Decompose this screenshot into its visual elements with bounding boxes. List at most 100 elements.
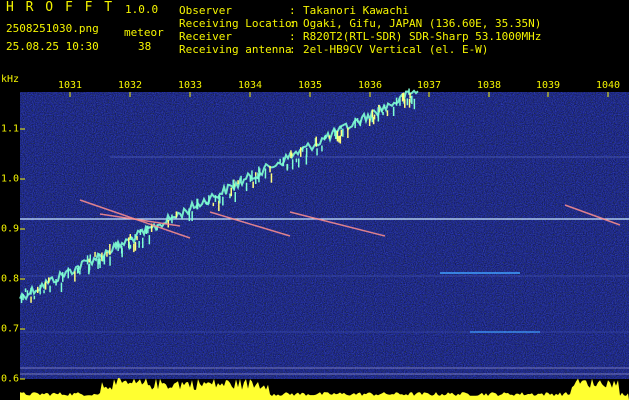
signal-traces — [19, 88, 621, 304]
signal-speck — [89, 254, 91, 262]
signal-speck — [282, 157, 285, 167]
signal-speck — [148, 235, 151, 245]
y-tick-label: 0.8 — [1, 273, 20, 285]
signal-speck — [386, 110, 389, 117]
signal-speck — [99, 258, 101, 269]
signal-speck — [188, 211, 191, 222]
signal-speck — [230, 187, 232, 197]
signal-speck — [316, 148, 318, 156]
x-tick-label: 1034 — [237, 80, 263, 91]
y-tick-label: 0.9 — [1, 223, 20, 235]
signal-speck — [409, 93, 411, 99]
signal-speck — [305, 155, 308, 165]
signal-speck — [368, 118, 371, 127]
signal-speck — [44, 281, 47, 290]
signal-speck — [342, 128, 344, 137]
signal-speck — [286, 163, 289, 169]
signal-speck — [102, 255, 104, 262]
signal-speck — [219, 196, 221, 204]
signal-speck — [404, 99, 406, 108]
signal-speck — [222, 196, 224, 206]
signal-speck — [129, 244, 132, 249]
signal-speck — [403, 97, 405, 104]
x-tick-label: 1036 — [357, 80, 383, 91]
signal-speck — [33, 295, 36, 300]
signal-speck — [121, 245, 123, 254]
info-key: Receiver — [179, 30, 232, 43]
info-key: Receiving Location — [179, 17, 299, 30]
x-tick-label: 1033 — [177, 80, 203, 91]
signal-speck — [229, 193, 231, 199]
signal-speck — [359, 120, 362, 126]
signal-speck — [60, 282, 63, 293]
signal-speck — [117, 244, 119, 252]
signal-speck — [171, 214, 173, 224]
signal-speck — [323, 136, 326, 141]
signal-speck — [109, 244, 111, 255]
app-version: 1.0.0 — [125, 3, 159, 16]
signal-speck — [371, 116, 374, 123]
amplitude-strip — [20, 378, 629, 400]
signal-speck — [234, 192, 236, 203]
signal-speck — [94, 251, 96, 257]
signal-speck — [133, 243, 135, 253]
signal-speck — [336, 131, 339, 142]
signal-speck — [30, 287, 32, 295]
capture-datetime: 25.08.25 10:30 — [6, 40, 99, 53]
signal-speck — [232, 179, 234, 190]
x-tick-label: 1040 — [595, 80, 621, 91]
signal-speck — [401, 93, 404, 102]
meteor-count: 38 — [138, 40, 152, 53]
signal-speck — [413, 98, 416, 110]
signal-speck — [258, 174, 260, 183]
signal-speck — [305, 148, 308, 157]
signal-speck — [88, 258, 90, 263]
signal-speck — [214, 195, 217, 202]
signal-speck — [291, 152, 293, 157]
signal-speck — [382, 112, 384, 116]
signal-speck — [245, 182, 248, 192]
signal-speck — [356, 118, 359, 123]
meteor-echo — [209, 211, 291, 237]
signal-speck — [175, 211, 178, 218]
signal-speck — [406, 98, 409, 106]
signal-speck — [252, 181, 254, 188]
signal-speck — [249, 175, 252, 182]
signal-speck — [115, 241, 117, 246]
signal-speck — [408, 88, 410, 95]
x-tick-label: 1032 — [117, 80, 143, 91]
signal-speck — [101, 252, 103, 262]
signal-speck — [103, 254, 106, 265]
signal-speck — [255, 175, 257, 184]
signal-speck — [212, 202, 215, 207]
x-tick-label: 1035 — [297, 80, 323, 91]
signal-speck — [377, 107, 379, 118]
signal-speck — [147, 225, 149, 234]
meteor-label: meteor — [124, 26, 164, 39]
signal-speck — [410, 95, 412, 103]
file-name: 2508251030.png — [6, 22, 99, 35]
app-title: H R O F F T — [6, 0, 115, 15]
signal-speck — [328, 135, 331, 139]
signal-speck — [77, 266, 80, 273]
signal-speck — [26, 290, 29, 296]
signal-speck — [43, 290, 45, 294]
signal-speck — [74, 271, 76, 282]
signal-speck — [48, 277, 50, 284]
signal-speck — [130, 236, 132, 241]
signal-speck — [232, 181, 235, 185]
signal-speck — [383, 104, 386, 109]
info-separator: : — [289, 17, 303, 30]
x-tick-label: 1037 — [416, 80, 442, 91]
info-value: 2el-HB9CV Vertical (el. E-W) — [303, 43, 489, 56]
signal-speck — [257, 172, 259, 180]
signal-speck — [134, 241, 137, 251]
signal-speck — [392, 106, 395, 117]
info-separator: : — [289, 43, 303, 56]
signal-speck — [395, 97, 398, 106]
signal-speck — [300, 147, 302, 157]
signal-speck — [208, 195, 210, 205]
signal-speck — [340, 126, 342, 130]
signal-speck — [55, 279, 57, 286]
